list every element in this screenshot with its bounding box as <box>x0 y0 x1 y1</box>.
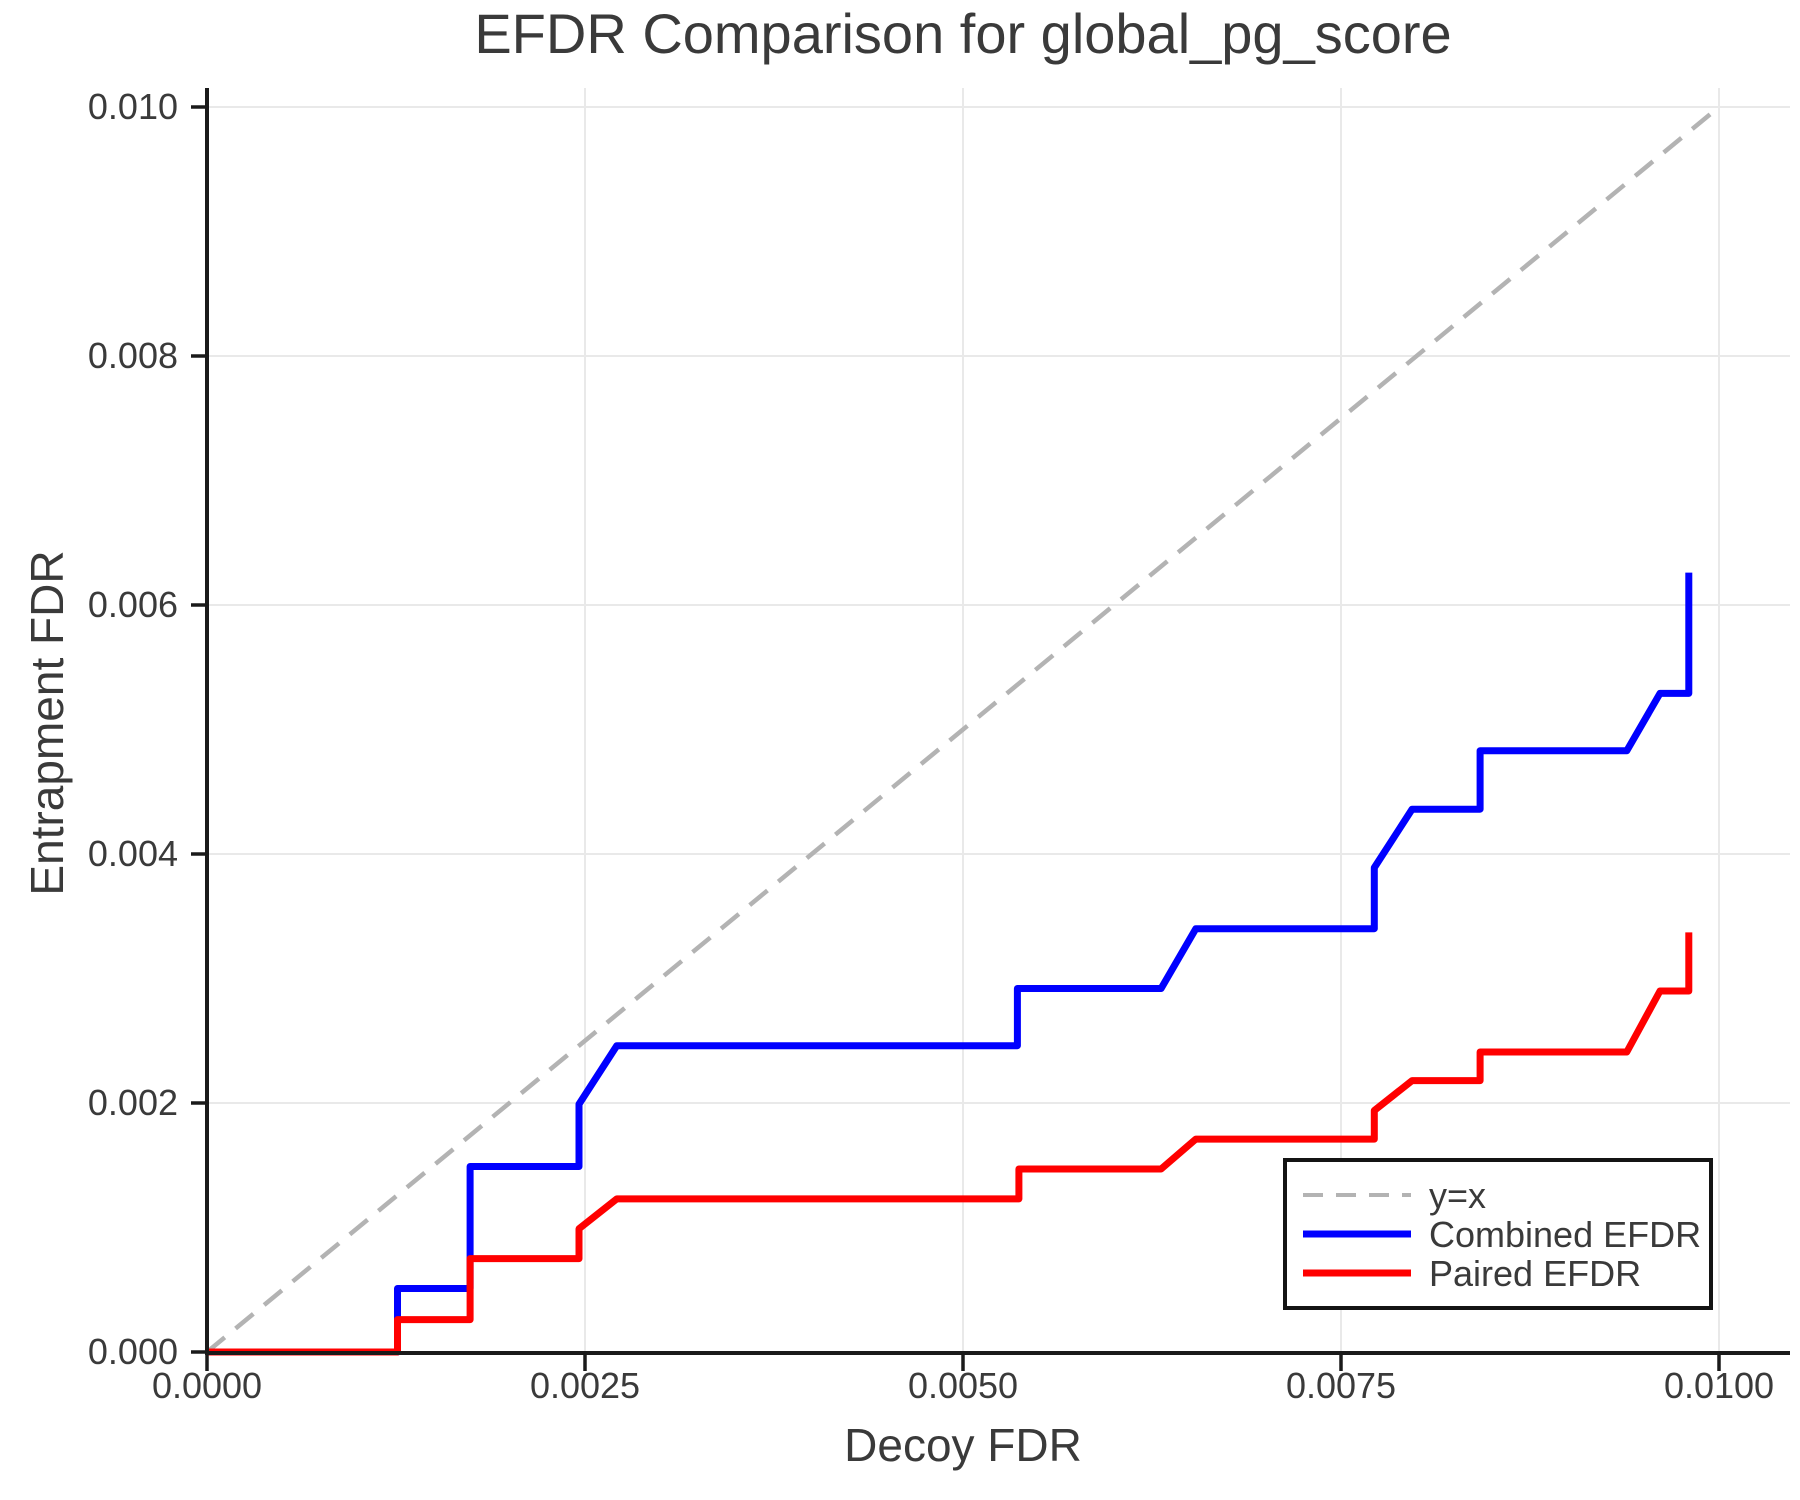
identity-line-sample-icon <box>1303 1193 1411 1197</box>
series-line-2 <box>207 932 1693 1356</box>
series-line-0 <box>205 105 1721 1354</box>
combined-line-sample-icon <box>1303 1230 1411 1238</box>
chart-title: EFDR Comparison for global_pg_score <box>474 2 1452 65</box>
legend-label-identity: y=x <box>1429 1174 1487 1216</box>
legend: y=x Combined EFDR Paired EFDR <box>1283 1158 1713 1310</box>
y-axis-label: Entrapment FDR <box>21 550 73 896</box>
paired-line-sample-icon <box>1303 1269 1411 1277</box>
legend-item-paired: Paired EFDR <box>1301 1254 1709 1293</box>
series-line-1 <box>207 572 1693 1356</box>
legend-label-combined: Combined EFDR <box>1429 1213 1702 1255</box>
legend-item-identity: y=x <box>1301 1176 1709 1215</box>
legend-label-paired: Paired EFDR <box>1429 1252 1642 1294</box>
x-axis-label: Decoy FDR <box>844 1419 1082 1471</box>
legend-item-combined: Combined EFDR <box>1301 1215 1709 1254</box>
